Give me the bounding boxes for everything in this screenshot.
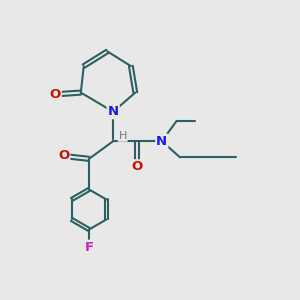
Text: O: O: [131, 160, 142, 173]
Text: H: H: [118, 131, 127, 141]
Text: O: O: [58, 149, 69, 162]
Text: F: F: [85, 241, 94, 254]
Text: N: N: [108, 105, 119, 118]
Text: N: N: [156, 135, 167, 148]
Text: O: O: [50, 88, 61, 100]
